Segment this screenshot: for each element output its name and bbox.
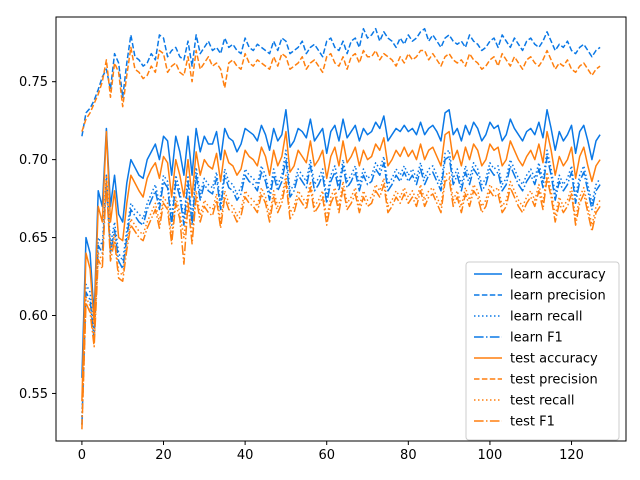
legend-label: test recall xyxy=(510,394,575,409)
legend: learn accuracy learn precision learn recal… xyxy=(465,261,620,441)
legend-entry: test recall xyxy=(474,394,575,409)
series-line-test-F1 xyxy=(81,177,601,430)
x-tick-label: 100 xyxy=(478,448,503,463)
legend-entry: test accuracy xyxy=(474,352,598,367)
y-tick-label: 0.65 xyxy=(19,231,48,246)
plot-frame xyxy=(55,16,627,442)
series-line-test-accuracy xyxy=(81,130,601,402)
series-line-test-precision xyxy=(81,46,601,132)
y-tick-label: 0.60 xyxy=(19,309,48,324)
legend-label: test accuracy xyxy=(510,352,598,367)
x-tick-label: 40 xyxy=(237,448,254,463)
legend-label: test precision xyxy=(510,373,598,388)
x-tick-label: 80 xyxy=(400,448,417,463)
series-line-learn-recall xyxy=(81,149,601,417)
series-line-learn-accuracy xyxy=(81,109,601,378)
x-tick-label: 120 xyxy=(559,448,584,463)
legend-entry: test F1 xyxy=(474,415,555,430)
legend-entry: learn recall xyxy=(474,310,582,325)
y-tick-label: 0.55 xyxy=(19,387,48,402)
x-tick-label: 60 xyxy=(318,448,335,463)
series-line-learn-precision xyxy=(81,27,601,137)
x-tick-label: 20 xyxy=(155,448,172,463)
legend-entry: test precision xyxy=(474,373,598,388)
legend-label: learn recall xyxy=(510,310,582,325)
x-tick-label: 0 xyxy=(78,448,86,463)
series-line-learn-F1 xyxy=(81,155,601,425)
legend-box xyxy=(465,261,620,441)
legend-entry: learn precision xyxy=(474,289,606,304)
legend-label: learn accuracy xyxy=(510,268,606,283)
x-axis: 0 20 40 60 80 100 120 xyxy=(78,441,584,463)
legend-entry: learn F1 xyxy=(474,331,563,346)
legend-label: test F1 xyxy=(510,415,555,430)
y-axis: 0.55 0.60 0.65 0.70 0.75 xyxy=(19,75,56,402)
series-layer xyxy=(81,27,601,430)
series-line-test-recall xyxy=(81,171,601,425)
y-tick-label: 0.75 xyxy=(19,75,48,90)
legend-entry: learn accuracy xyxy=(474,268,606,283)
legend-label: learn F1 xyxy=(510,331,563,346)
legend-label: learn precision xyxy=(510,289,606,304)
y-tick-label: 0.70 xyxy=(19,153,48,168)
